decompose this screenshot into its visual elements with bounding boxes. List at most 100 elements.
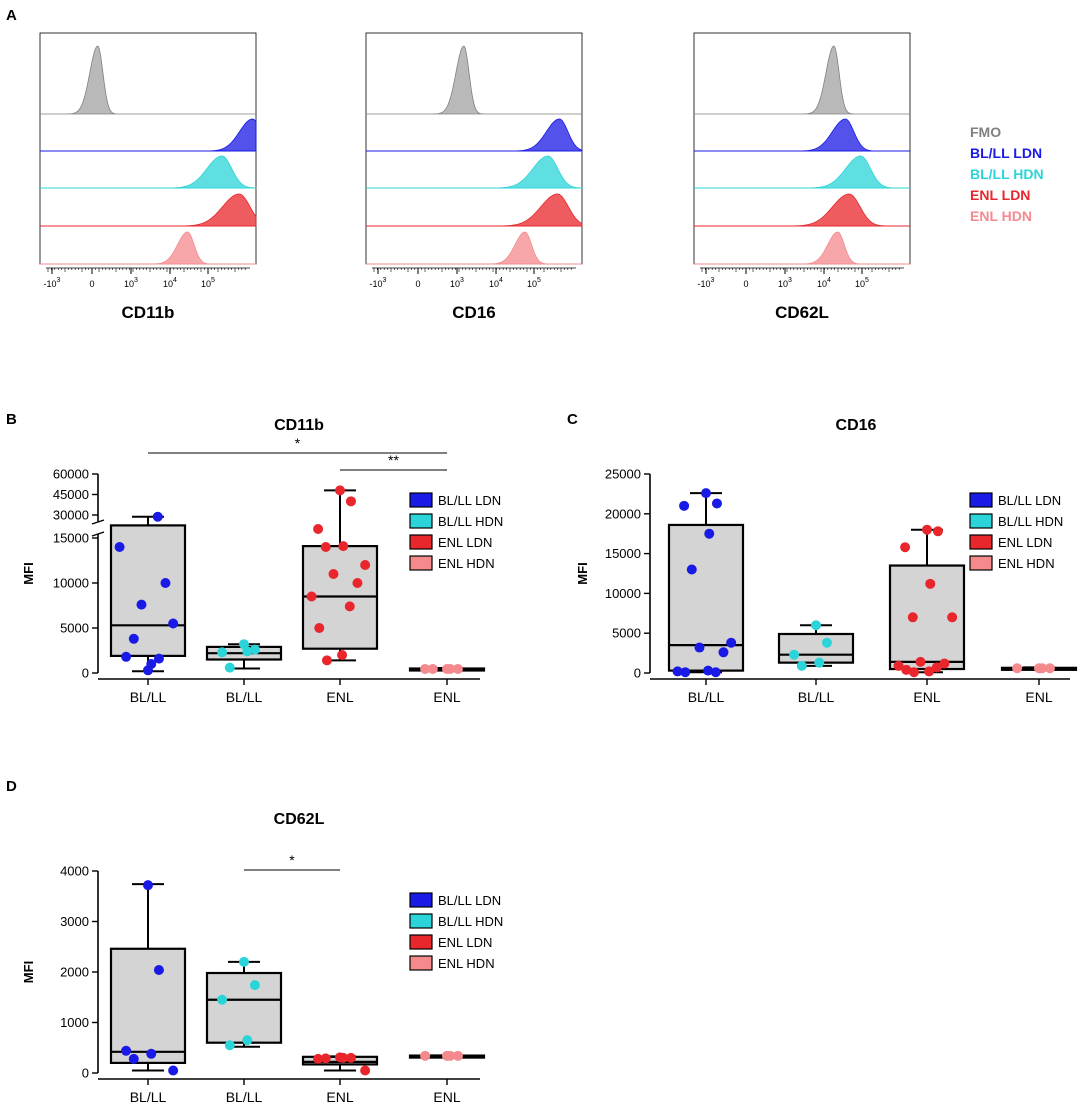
x-tick-label: 0 <box>415 279 420 289</box>
legend-label: BL/LL HDN <box>998 514 1063 529</box>
histogram-frame <box>693 32 911 265</box>
data-point <box>445 663 456 674</box>
x-tick-label: 103 <box>124 277 138 289</box>
legend-swatch <box>409 892 433 908</box>
histogram-trace-bl-ll-ldn <box>366 118 583 152</box>
panel-letter-C: C <box>567 411 578 428</box>
data-point <box>814 657 825 668</box>
data-point <box>452 663 463 674</box>
y-tick-label: 0 <box>82 666 89 681</box>
data-point <box>726 637 737 648</box>
x-tick-label: 105 <box>855 277 869 289</box>
data-point <box>128 633 139 644</box>
data-point <box>901 664 912 675</box>
data-point <box>445 1050 456 1061</box>
data-point <box>701 488 711 499</box>
data-point <box>915 656 926 667</box>
x-tick-label: ENL <box>433 1089 460 1105</box>
x-tick-label: BL/LL <box>798 689 835 705</box>
y-tick-label: 5000 <box>612 626 641 641</box>
data-point <box>420 1050 431 1061</box>
legend-swatch <box>409 955 433 971</box>
y-tick-label: 3000 <box>60 914 89 929</box>
data-point <box>947 612 958 623</box>
x-tick-label: 105 <box>527 277 541 289</box>
legend-a-item: BL/LL LDN <box>970 145 1042 161</box>
x-tick-label: ENL <box>326 1089 353 1105</box>
data-point <box>242 646 253 657</box>
data-point <box>900 542 911 553</box>
y-axis-label: MFI <box>21 961 36 983</box>
data-point <box>1012 663 1023 674</box>
y-tick-label: 0 <box>82 1066 89 1081</box>
data-point <box>360 560 371 570</box>
y-tick-label: 30000 <box>53 508 89 523</box>
data-point <box>427 663 438 674</box>
data-point <box>338 1052 349 1063</box>
y-tick-label: 10000 <box>605 586 641 601</box>
data-point <box>932 526 943 537</box>
x-tick-label: BL/LL <box>226 689 263 705</box>
x-tick-label: ENL <box>913 689 940 705</box>
data-point <box>239 956 249 967</box>
legend-a-item: BL/LL HDN <box>970 166 1044 182</box>
y-tick-label: 60000 <box>53 467 89 482</box>
x-tick-label: 0 <box>89 279 94 289</box>
significance-label: ** <box>388 452 399 468</box>
data-point <box>360 1065 371 1076</box>
histogram-title: CD62L <box>775 303 829 322</box>
legend-swatch <box>409 913 433 929</box>
iqr-box <box>777 632 855 664</box>
histogram-trace-enl-ldn <box>40 193 257 227</box>
legend-label: ENL LDN <box>438 535 492 550</box>
data-point <box>718 647 729 658</box>
data-point <box>924 666 935 677</box>
y-axis-label: MFI <box>575 562 590 584</box>
x-tick-label: -103 <box>370 277 387 289</box>
data-point <box>168 1065 179 1076</box>
iqr-box <box>109 947 187 1065</box>
histogram-trace-bl-ll-ldn <box>694 118 910 152</box>
legend-swatch <box>969 555 993 571</box>
legend-swatch <box>969 492 993 508</box>
data-point <box>143 880 153 891</box>
histogram-trace-fmo <box>694 45 910 115</box>
data-point <box>136 599 147 610</box>
iqr-box <box>667 523 745 672</box>
data-point <box>146 1048 157 1059</box>
histogram-trace-bl-ll-hdn <box>40 155 257 189</box>
x-tick-label: BL/LL <box>226 1089 263 1105</box>
legend-panel-a: FMO BL/LL LDN BL/LL HDN ENL LDN ENL HDN <box>970 124 1044 224</box>
legend-label: ENL HDN <box>438 956 495 971</box>
legend-label: ENL LDN <box>438 935 492 950</box>
x-tick-label: 103 <box>778 277 792 289</box>
legend-a-item: ENL LDN <box>970 187 1030 203</box>
x-tick-label: 105 <box>201 277 215 289</box>
data-point <box>153 653 164 664</box>
data-point <box>811 620 821 631</box>
boxplot-panel-c: CD16 MFI 0 5000 10000 15000 20000 25000 BL/LL BL/… <box>575 417 1078 705</box>
data-point <box>703 665 714 676</box>
histogram-panel-cd16: -103 0 103 104 105 CD16 <box>365 32 583 322</box>
data-point <box>345 496 356 507</box>
panel-letter-D: D <box>6 778 17 795</box>
data-point <box>711 498 722 509</box>
data-point <box>1044 663 1055 674</box>
x-tick-label: 104 <box>163 277 177 289</box>
x-tick-label: ENL <box>1025 689 1052 705</box>
x-tick-label: BL/LL <box>688 689 725 705</box>
legend-label: BL/LL LDN <box>998 493 1061 508</box>
data-point <box>152 511 163 522</box>
significance-label: * <box>289 852 295 868</box>
legend-a-item: FMO <box>970 124 1001 140</box>
data-point <box>1037 663 1048 674</box>
iqr-box <box>205 971 283 1044</box>
data-point <box>710 667 721 678</box>
data-point <box>679 500 690 511</box>
panel-letter-A: A <box>6 7 17 24</box>
legend-swatch <box>409 492 433 508</box>
chart-title: CD62L <box>274 811 325 828</box>
histogram-trace-enl-hdn <box>366 231 582 265</box>
data-point <box>160 578 171 588</box>
chart-title: CD11b <box>274 417 324 434</box>
